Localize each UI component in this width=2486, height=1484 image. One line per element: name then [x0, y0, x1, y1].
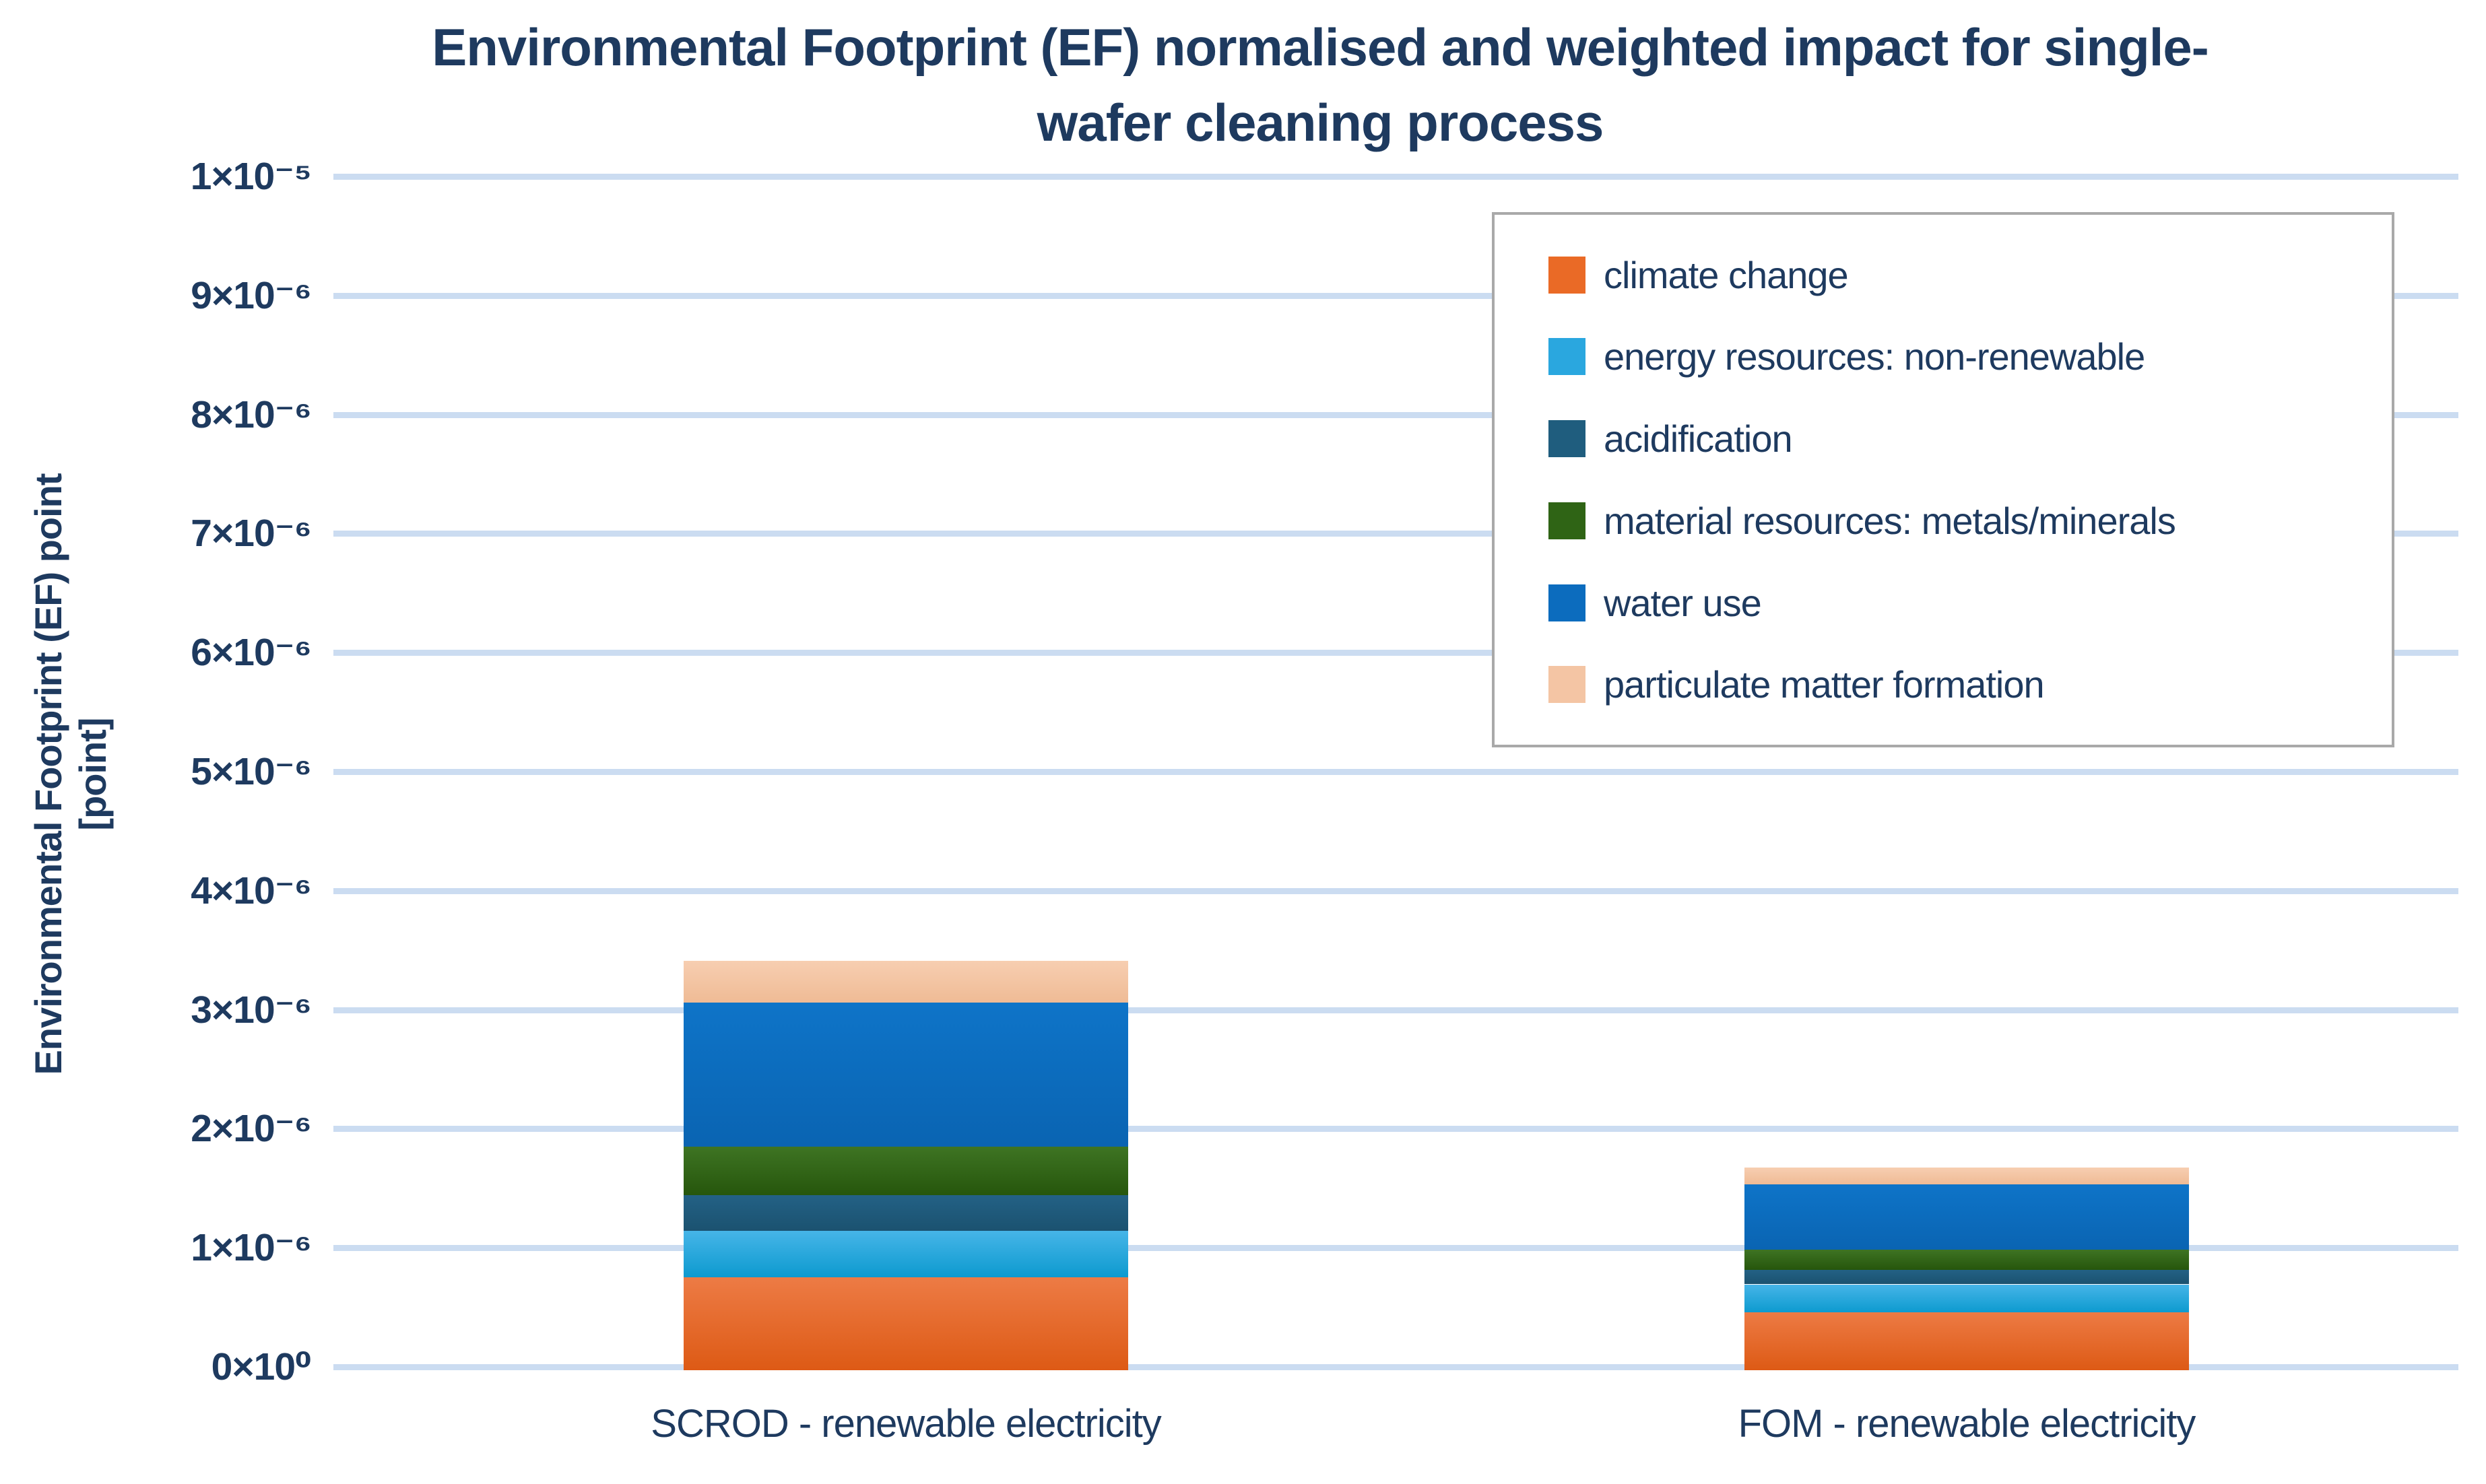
gridline-0×10⁰: [333, 1364, 2458, 1370]
y-tick-label: 2×10⁻⁶: [191, 1107, 312, 1150]
legend-item: water use: [1548, 581, 2392, 625]
gridline-7×10⁻⁶: [333, 531, 2458, 537]
y-tick-label: 1×10⁻⁶: [191, 1226, 312, 1269]
legend-swatch-icon: [1548, 338, 1585, 376]
y-tick-label: 5×10⁻⁶: [191, 750, 312, 793]
gridline-1×10⁻⁶: [333, 1245, 2458, 1251]
legend-label: water use: [1604, 581, 1762, 624]
legend-swatch-icon: [1548, 666, 1585, 704]
y-tick-label: 7×10⁻⁶: [191, 512, 312, 555]
y-tick-label: 9×10⁻⁶: [191, 274, 312, 317]
x-axis-label: SCROD - renewable electricity: [651, 1402, 1161, 1446]
bar-segment-climate-change: [1744, 1312, 2189, 1370]
legend: climate change energy resources: non-rene…: [1492, 212, 2394, 747]
bar-segment-energy-resources-non-renewable: [684, 1231, 1128, 1277]
legend-item: acidification: [1548, 417, 2392, 461]
y-tick-label: 4×10⁻⁶: [191, 869, 312, 912]
bar-segment-climate-change: [684, 1277, 1128, 1370]
legend-item: energy resources: non-renewable: [1548, 335, 2392, 378]
gridline-8×10⁻⁶: [333, 412, 2458, 418]
legend-swatch-icon: [1548, 420, 1585, 458]
bar-segment-material-resources-metals-minerals: [1744, 1250, 2189, 1270]
y-tick-label: 8×10⁻⁶: [191, 393, 312, 436]
chart-title-line-2: wafer cleaning process: [1037, 93, 1604, 152]
legend-swatch-icon: [1548, 256, 1585, 294]
chart-title-line-1: Environmental Footprint (EF) normalised …: [432, 18, 2209, 77]
legend-label: acidification: [1604, 417, 1793, 461]
gridline-6×10⁻⁶: [333, 650, 2458, 656]
legend-item: climate change: [1548, 253, 2392, 297]
gridline-9×10⁻⁶: [333, 293, 2458, 299]
gridline-1×10⁻⁵: [333, 174, 2458, 180]
x-axis-label: FOM - renewable electricity: [1738, 1402, 2196, 1446]
y-tick-label: 1×10⁻⁵: [190, 155, 312, 198]
legend-item: particulate matter formation: [1548, 663, 2392, 706]
legend-label: particulate matter formation: [1604, 663, 2045, 706]
bar-segment-energy-resources-non-renewable: [1744, 1285, 2189, 1312]
bar-segment-material-resources-metals-minerals: [684, 1147, 1128, 1195]
legend-swatch-icon: [1548, 584, 1585, 621]
bar-segment-particulate-matter-formation: [684, 961, 1128, 1003]
bar-segment-particulate-matter-formation: [1744, 1168, 2189, 1184]
legend-swatch-icon: [1548, 502, 1585, 539]
y-tick-label: 3×10⁻⁶: [191, 988, 312, 1032]
legend-label: material resources: metals/minerals: [1604, 499, 2176, 542]
chart-title: Environmental Footprint (EF) normalised …: [283, 9, 2357, 160]
gridline-5×10⁻⁶: [333, 769, 2458, 775]
gridline-2×10⁻⁶: [333, 1126, 2458, 1132]
y-tick-label: 6×10⁻⁶: [191, 631, 312, 674]
bar-segment-acidification: [684, 1195, 1128, 1231]
legend-item: material resources: metals/minerals: [1548, 499, 2392, 543]
bar-segment-water-use: [684, 1003, 1128, 1147]
bar-segment-acidification: [1744, 1270, 2189, 1284]
gridline-4×10⁻⁶: [333, 888, 2458, 894]
gridline-3×10⁻⁶: [333, 1007, 2458, 1013]
y-tick-label: 0×10⁰: [211, 1345, 312, 1388]
legend-label: climate change: [1604, 253, 1849, 296]
bar-segment-water-use: [1744, 1184, 2189, 1250]
legend-label: energy resources: non-renewable: [1604, 335, 2145, 378]
